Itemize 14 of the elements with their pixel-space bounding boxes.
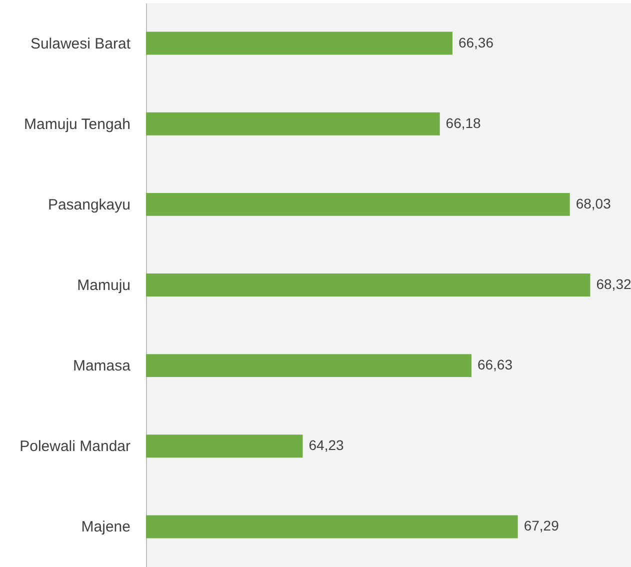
y-tick-label: Mamuju xyxy=(77,277,130,294)
data-label: 64,23 xyxy=(308,437,344,454)
y-tick-label: Majene xyxy=(81,518,130,536)
y-tick-label: Mamasa xyxy=(72,358,132,375)
y-tick-label: Pasangkayu xyxy=(48,196,130,214)
data-label: 68,32 xyxy=(596,276,631,292)
data-label: 66,63 xyxy=(477,356,513,373)
data-label: 66,18 xyxy=(446,114,482,131)
data-label: 66,36 xyxy=(458,34,494,50)
y-tick-label: Sulawesi Barat xyxy=(30,35,132,52)
y-tick-label: Mamuju Tengah xyxy=(24,116,130,133)
y-tick-label: Polewali Mandar xyxy=(20,438,131,456)
data-label: 68,03 xyxy=(576,195,612,212)
data-label: 67,29 xyxy=(524,518,560,534)
